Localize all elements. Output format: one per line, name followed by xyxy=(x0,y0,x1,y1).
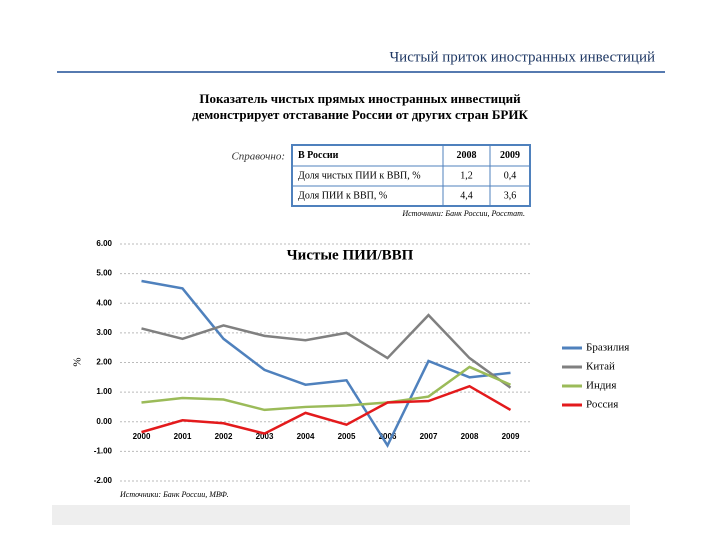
table-caption: Справочно: xyxy=(231,151,285,163)
legend-label: Индия xyxy=(586,380,616,392)
y-tick-label: -2.00 xyxy=(94,476,113,485)
table-cell: Доля чистых ПИИ к ВВП, % xyxy=(298,170,421,181)
table-cell: 0,4 xyxy=(504,170,517,181)
y-tick-label: 3.00 xyxy=(96,328,112,337)
x-tick-label: 2002 xyxy=(215,432,233,441)
table-cell: Доля ПИИ к ВВП, % xyxy=(298,190,387,201)
header-title: Чистый приток иностранных инвестиций xyxy=(389,49,655,65)
series-line xyxy=(141,365,511,412)
subtitle-line: Показатель чистых прямых иностранных инв… xyxy=(199,91,521,106)
subtitle-line: демонстрирует отставание России от други… xyxy=(192,107,528,122)
series-line xyxy=(141,384,512,435)
y-tick-label: 0.00 xyxy=(96,417,112,426)
y-tick-label: 2.00 xyxy=(96,358,112,367)
x-tick-label: 2007 xyxy=(420,432,438,441)
table-cell: 2009 xyxy=(500,150,520,161)
table-source: Источники: Банк России, Росстат. xyxy=(401,209,525,218)
y-tick-label: 1.00 xyxy=(96,387,112,396)
chart-source: Источники: Банк России, МВФ. xyxy=(119,490,229,499)
legend-label: Китай xyxy=(586,361,615,373)
x-tick-label: 2005 xyxy=(338,432,356,441)
table-cell: 3,6 xyxy=(504,190,517,201)
table-cell: 4,4 xyxy=(460,190,473,201)
x-tick-label: 2004 xyxy=(297,432,315,441)
x-tick-label: 2003 xyxy=(256,432,274,441)
y-tick-label: 4.00 xyxy=(96,298,112,307)
y-tick-label: 5.00 xyxy=(96,269,112,278)
x-tick-label: 2006 xyxy=(379,432,397,441)
y-tick-label: -1.00 xyxy=(94,446,113,455)
table: В России 2008 2009 Доля чистых ПИИ к ВВП, %… xyxy=(291,144,531,207)
legend-label: Бразилия xyxy=(586,342,629,354)
table-cell: 2008 xyxy=(457,150,477,161)
table-cell: В России xyxy=(298,150,339,161)
x-tick-label: 2009 xyxy=(502,432,520,441)
y-axis-label: % xyxy=(72,357,84,366)
x-tick-label: 2008 xyxy=(461,432,479,441)
y-tick-label: 6.00 xyxy=(96,239,112,248)
footer-band xyxy=(52,505,630,525)
x-tick-label: 2001 xyxy=(174,432,192,441)
legend-label: Россия xyxy=(586,399,618,411)
chart-title: Чистые ПИИ/ВВП xyxy=(287,247,414,263)
table-cell: 1,2 xyxy=(460,170,473,181)
x-tick-label: 2000 xyxy=(133,432,151,441)
series-line xyxy=(141,279,511,449)
series-line xyxy=(141,313,512,389)
